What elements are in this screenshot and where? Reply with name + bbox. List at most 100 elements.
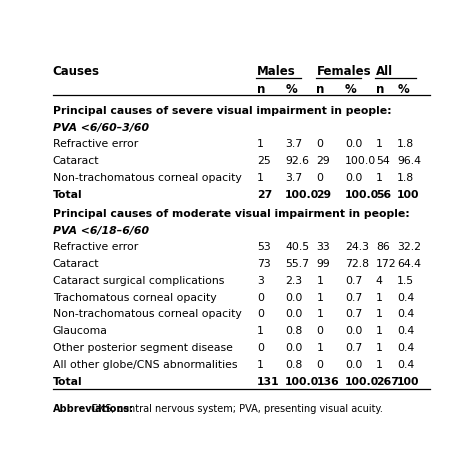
Text: 0.4: 0.4 <box>397 292 414 303</box>
Text: 1: 1 <box>316 310 323 319</box>
Text: 1: 1 <box>376 173 383 183</box>
Text: 64.4: 64.4 <box>397 259 421 269</box>
Text: CNS, central nervous system; PVA, presenting visual acuity.: CNS, central nervous system; PVA, presen… <box>88 404 383 414</box>
Text: 0: 0 <box>257 292 264 303</box>
Text: 1: 1 <box>376 343 383 353</box>
Text: %: % <box>285 83 297 96</box>
Text: 0: 0 <box>257 310 264 319</box>
Text: 1: 1 <box>257 326 264 336</box>
Text: 73: 73 <box>257 259 271 269</box>
Text: 1: 1 <box>376 139 383 149</box>
Text: 0.0: 0.0 <box>345 173 363 183</box>
Text: 0: 0 <box>316 173 323 183</box>
Text: 55.7: 55.7 <box>285 259 309 269</box>
Text: Cataract: Cataract <box>53 156 99 166</box>
Text: 0.0: 0.0 <box>345 326 363 336</box>
Text: 99: 99 <box>316 259 330 269</box>
Text: Glaucoma: Glaucoma <box>53 326 108 336</box>
Text: 1.8: 1.8 <box>397 139 414 149</box>
Text: 0.0: 0.0 <box>285 292 302 303</box>
Text: Cataract: Cataract <box>53 259 99 269</box>
Text: 56: 56 <box>376 190 391 200</box>
Text: Refractive error: Refractive error <box>53 139 138 149</box>
Text: 1.5: 1.5 <box>397 276 414 286</box>
Text: 0.7: 0.7 <box>345 292 362 303</box>
Text: 136: 136 <box>316 377 339 387</box>
Text: Abbreviations:: Abbreviations: <box>53 404 134 414</box>
Text: All: All <box>376 65 393 78</box>
Text: All other globe/CNS abnormalities: All other globe/CNS abnormalities <box>53 360 237 370</box>
Text: Males: Males <box>257 65 296 78</box>
Text: 96.4: 96.4 <box>397 156 421 166</box>
Text: 0.7: 0.7 <box>345 343 362 353</box>
Text: 0.4: 0.4 <box>397 310 414 319</box>
Text: 2.3: 2.3 <box>285 276 302 286</box>
Text: 100.0: 100.0 <box>345 377 379 387</box>
Text: 0.8: 0.8 <box>285 326 302 336</box>
Text: 0: 0 <box>316 326 323 336</box>
Text: 100.0: 100.0 <box>285 377 319 387</box>
Text: Non-trachomatous corneal opacity: Non-trachomatous corneal opacity <box>53 310 241 319</box>
Text: 1: 1 <box>257 360 264 370</box>
Text: Causes: Causes <box>53 65 100 78</box>
Text: 0.4: 0.4 <box>397 360 414 370</box>
Text: 0.4: 0.4 <box>397 343 414 353</box>
Text: 27: 27 <box>257 190 272 200</box>
Text: 29: 29 <box>316 190 331 200</box>
Text: n: n <box>316 83 325 96</box>
Text: 100.0: 100.0 <box>345 156 376 166</box>
Text: Principal causes of severe visual impairment in people:: Principal causes of severe visual impair… <box>53 106 391 116</box>
Text: 1: 1 <box>376 310 383 319</box>
Text: 24.3: 24.3 <box>345 242 369 252</box>
Text: 92.6: 92.6 <box>285 156 309 166</box>
Text: Principal causes of moderate visual impairment in people:: Principal causes of moderate visual impa… <box>53 209 410 219</box>
Text: 3: 3 <box>257 276 264 286</box>
Text: n: n <box>257 83 265 96</box>
Text: 1: 1 <box>257 139 264 149</box>
Text: 3.7: 3.7 <box>285 139 302 149</box>
Text: 0.7: 0.7 <box>345 310 362 319</box>
Text: 72.8: 72.8 <box>345 259 369 269</box>
Text: 1: 1 <box>316 292 323 303</box>
Text: 0: 0 <box>316 360 323 370</box>
Text: 40.5: 40.5 <box>285 242 310 252</box>
Text: 1: 1 <box>316 276 323 286</box>
Text: Refractive error: Refractive error <box>53 242 138 252</box>
Text: 86: 86 <box>376 242 390 252</box>
Text: 25: 25 <box>257 156 271 166</box>
Text: 1: 1 <box>376 326 383 336</box>
Text: 267: 267 <box>376 377 399 387</box>
Text: 1: 1 <box>376 360 383 370</box>
Text: Total: Total <box>53 377 82 387</box>
Text: 0.7: 0.7 <box>345 276 362 286</box>
Text: 172: 172 <box>376 259 397 269</box>
Text: 0.0: 0.0 <box>345 139 363 149</box>
Text: Cataract surgical complications: Cataract surgical complications <box>53 276 224 286</box>
Text: n: n <box>376 83 384 96</box>
Text: 4: 4 <box>376 276 383 286</box>
Text: 32.2: 32.2 <box>397 242 421 252</box>
Text: 0.0: 0.0 <box>345 360 363 370</box>
Text: 0.0: 0.0 <box>285 343 302 353</box>
Text: 0.4: 0.4 <box>397 326 414 336</box>
Text: PVA <6/60–3/60: PVA <6/60–3/60 <box>53 123 149 133</box>
Text: 33: 33 <box>316 242 330 252</box>
Text: Trachomatous corneal opacity: Trachomatous corneal opacity <box>53 292 216 303</box>
Text: 54: 54 <box>376 156 390 166</box>
Text: PVA <6/18–6/60: PVA <6/18–6/60 <box>53 226 149 236</box>
Text: Females: Females <box>316 65 371 78</box>
Text: 100: 100 <box>397 190 419 200</box>
Text: 131: 131 <box>257 377 280 387</box>
Text: 1.8: 1.8 <box>397 173 414 183</box>
Text: 0: 0 <box>257 343 264 353</box>
Text: 0.8: 0.8 <box>285 360 302 370</box>
Text: 100.0: 100.0 <box>285 190 319 200</box>
Text: 3.7: 3.7 <box>285 173 302 183</box>
Text: 0.0: 0.0 <box>285 310 302 319</box>
Text: Other posterior segment disease: Other posterior segment disease <box>53 343 233 353</box>
Text: Total: Total <box>53 190 82 200</box>
Text: 1: 1 <box>316 343 323 353</box>
Text: 100: 100 <box>397 377 419 387</box>
Text: Non-trachomatous corneal opacity: Non-trachomatous corneal opacity <box>53 173 241 183</box>
Text: %: % <box>397 83 409 96</box>
